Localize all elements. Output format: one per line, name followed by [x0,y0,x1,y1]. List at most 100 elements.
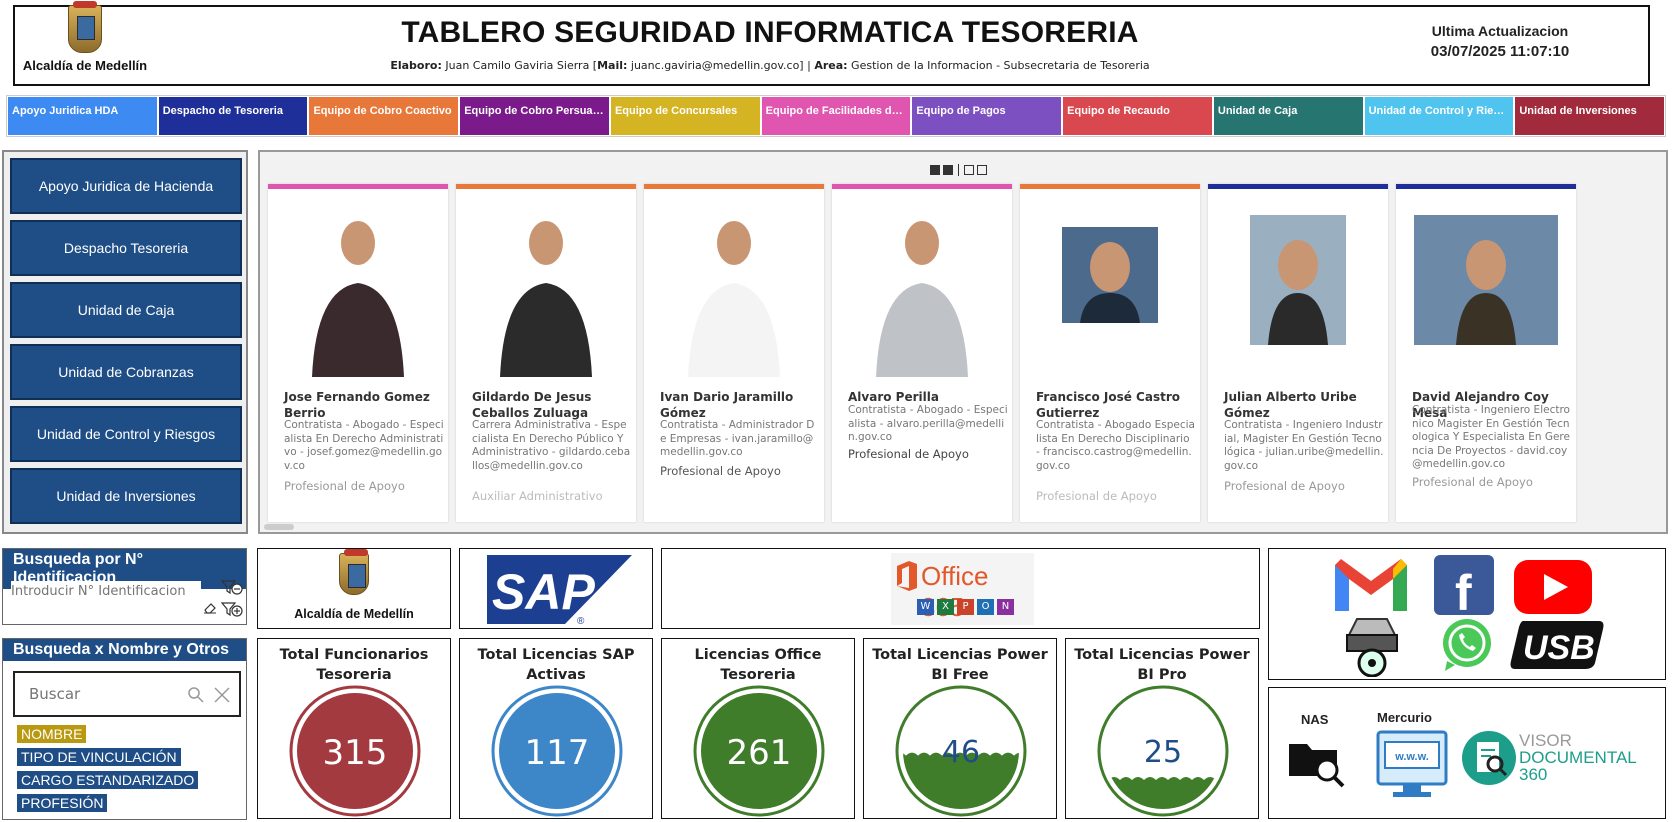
tab-unidad-caja[interactable]: Unidad de Caja [1213,97,1363,135]
filter-clear-icon[interactable] [221,579,243,595]
staff-role: Profesional de Apoyo [848,447,969,461]
kpi-value: 25 [1144,735,1182,770]
staff-role: Profesional de Apoyo [1412,475,1533,489]
tab-concursales[interactable]: Equipo de Concursales [610,97,760,135]
staff-role: Profesional de Apoyo [1224,479,1345,493]
page-dot[interactable] [977,165,987,175]
person-avatar-icon [688,221,780,377]
staff-card[interactable]: Alvaro Perilla Contratista - Abogado - Es… [832,184,1012,522]
carousel-pager[interactable] [930,164,987,176]
kpi-gauge: 117 [491,685,623,817]
chip-tipo-vinculacion[interactable]: TIPO DE VINCULACIÓN [17,748,181,766]
nav-unidad-caja-button[interactable]: Unidad de Caja [10,282,242,338]
excel-icon: X [937,599,954,615]
tab-facilidades[interactable]: Equipo de Facilidades de ... [761,97,911,135]
visor-title-line3: 360 [1519,765,1548,784]
tab-control-riesgos[interactable]: Unidad de Control y Riesg... [1364,97,1514,135]
visor-title-line1: VISOR [1519,731,1572,750]
page-dot[interactable] [964,165,974,175]
staff-name: Ivan Dario Jaramillo Gómez [660,390,794,420]
tab-cobro-persuasivo[interactable]: Equipo de Cobro Persuasivo [460,97,609,135]
staff-role: Profesional de Apoyo [284,479,405,493]
staff-card[interactable]: Gildardo De Jesus Ceballos Zuluaga Carrer… [456,184,636,522]
kpi-powerbi-free: Total Licencias Power BI Free 46 [863,638,1057,819]
staff-name: Julian Alberto Uribe Gómez [1224,390,1357,420]
kpi-gauge: 315 [289,685,421,817]
tab-recaudo[interactable]: Equipo de Recaudo [1063,97,1212,135]
tools-links-tile: NAS Mercurio w.w.w. VISOR DOCUMENTAL 360 [1268,687,1666,819]
page-dot-active[interactable] [930,165,940,175]
staff-card[interactable]: Jose Fernando Gomez Berrio Contratista - … [268,184,448,522]
nav-despacho-tesoreria-button[interactable]: Despacho Tesoreria [10,220,242,276]
tab-despacho-tesoreria[interactable]: Despacho de Tesoreria [158,97,308,135]
staff-name: Francisco José Castro Gutierrez [1036,390,1181,420]
facebook-icon[interactable]: f [1433,554,1495,616]
kpi-gauge: 261 [693,685,825,817]
carousel-scrollbar[interactable] [264,524,294,530]
gmail-icon[interactable] [1331,555,1411,615]
staff-card[interactable]: Ivan Dario Jaramillo Gómez Contratista - … [644,184,824,522]
staff-card[interactable]: Julian Alberto Uribe Gómez Contratista - … [1208,184,1388,522]
eraser-icon[interactable] [203,602,217,614]
tab-apoyo-juridica-hda[interactable]: Apoyo Juridica HDA [8,97,157,135]
sap-logo-icon: SAP ® [487,555,632,627]
kpi-licencias-office: Licencias Office Tesoreria 261 [661,638,855,819]
tab-pagos[interactable]: Equipo de Pagos [912,97,1062,135]
name-search-title: Busqueda x Nombre y Otros [3,639,246,661]
kpi-gauge: 46 [895,685,1027,817]
staff-description: Contratista - Ingeniero Industrial, Magi… [1224,419,1384,472]
coat-of-arms-icon [68,1,102,53]
disk-drive-icon[interactable] [1341,615,1403,677]
visor-document-icon[interactable] [1461,730,1517,786]
staff-card[interactable]: Francisco José Castro Gutierrez Contratis… [1020,184,1200,522]
tab-inversiones[interactable]: Unidad de Inversiones [1515,97,1665,135]
staff-name: Alvaro Perilla [848,390,939,404]
office365-link-tile[interactable]: Office 365 W X P O N [661,548,1260,629]
area-value: Gestion de la Informacion - Subsecretari… [851,59,1150,72]
staff-photo [1028,197,1192,377]
kpi-licencias-sap: Total Licencias SAP Activas 117 [459,638,653,819]
person-avatar-icon [1414,215,1558,345]
gauge-fill [297,693,413,809]
nav-control-riesgos-button[interactable]: Unidad de Control y Riesgos [10,406,242,462]
staff-name: Jose Fernando Gomez Berrio [284,390,430,420]
staff-description: Contratista - Ingeniero Electronico Magi… [1412,404,1570,470]
person-avatar-icon [312,221,404,377]
id-search-input[interactable] [11,581,201,601]
chip-profesion[interactable]: PROFESIÓN [17,794,108,812]
alcaldia-link-tile[interactable]: Alcaldía de Medellín [257,548,451,629]
staff-role: Profesional de Apoyo [660,464,781,478]
office-icon [897,561,917,591]
svg-text:f: f [1455,565,1472,616]
search-icon[interactable] [187,686,205,704]
filter-add-icon[interactable] [221,601,243,617]
staff-card[interactable]: David Alejandro Coy Mesa Contratista - In… [1396,184,1576,522]
staff-photo [1404,197,1568,377]
powerpoint-icon: P [957,599,974,615]
chip-nombre[interactable]: NOMBRE [17,725,87,743]
usb-icon[interactable]: USB [1509,617,1607,673]
outlook-icon: O [977,599,994,615]
staff-name: Gildardo De Jesus Ceballos Zuluaga [472,390,592,420]
nas-folder-search-icon[interactable] [1287,730,1347,790]
youtube-icon[interactable] [1513,559,1593,615]
whatsapp-icon[interactable] [1439,617,1495,673]
tab-cobro-coactivo[interactable]: Equipo de Cobro Coactivo [309,97,459,135]
chip-cargo-estandarizado[interactable]: CARGO ESTANDARIZADO [17,771,199,789]
staff-role: Profesional de Apoyo [1036,489,1157,503]
close-icon[interactable] [213,686,231,704]
nav-apoyo-juridica-button[interactable]: Apoyo Juridica de Hacienda [10,158,242,214]
kpi-title: Total Licencias Power BI Free [872,647,1048,683]
name-search-input[interactable] [29,685,179,703]
gauge-fill [701,693,817,809]
name-search-box [13,671,241,717]
staff-photo [276,197,440,377]
sap-link-tile[interactable]: SAP ® [459,548,653,629]
page-dot-active[interactable] [943,165,953,175]
nav-inversiones-button[interactable]: Unidad de Inversiones [10,468,242,524]
id-search-panel: Busqueda por N° Identificacion [2,548,247,625]
nav-unidad-cobranzas-button[interactable]: Unidad de Cobranzas [10,344,242,400]
mercurio-web-icon[interactable]: w.w.w. [1375,728,1449,802]
staff-photo [652,197,816,377]
staff-description: Contratista - Administrador De Empresas … [660,419,815,458]
